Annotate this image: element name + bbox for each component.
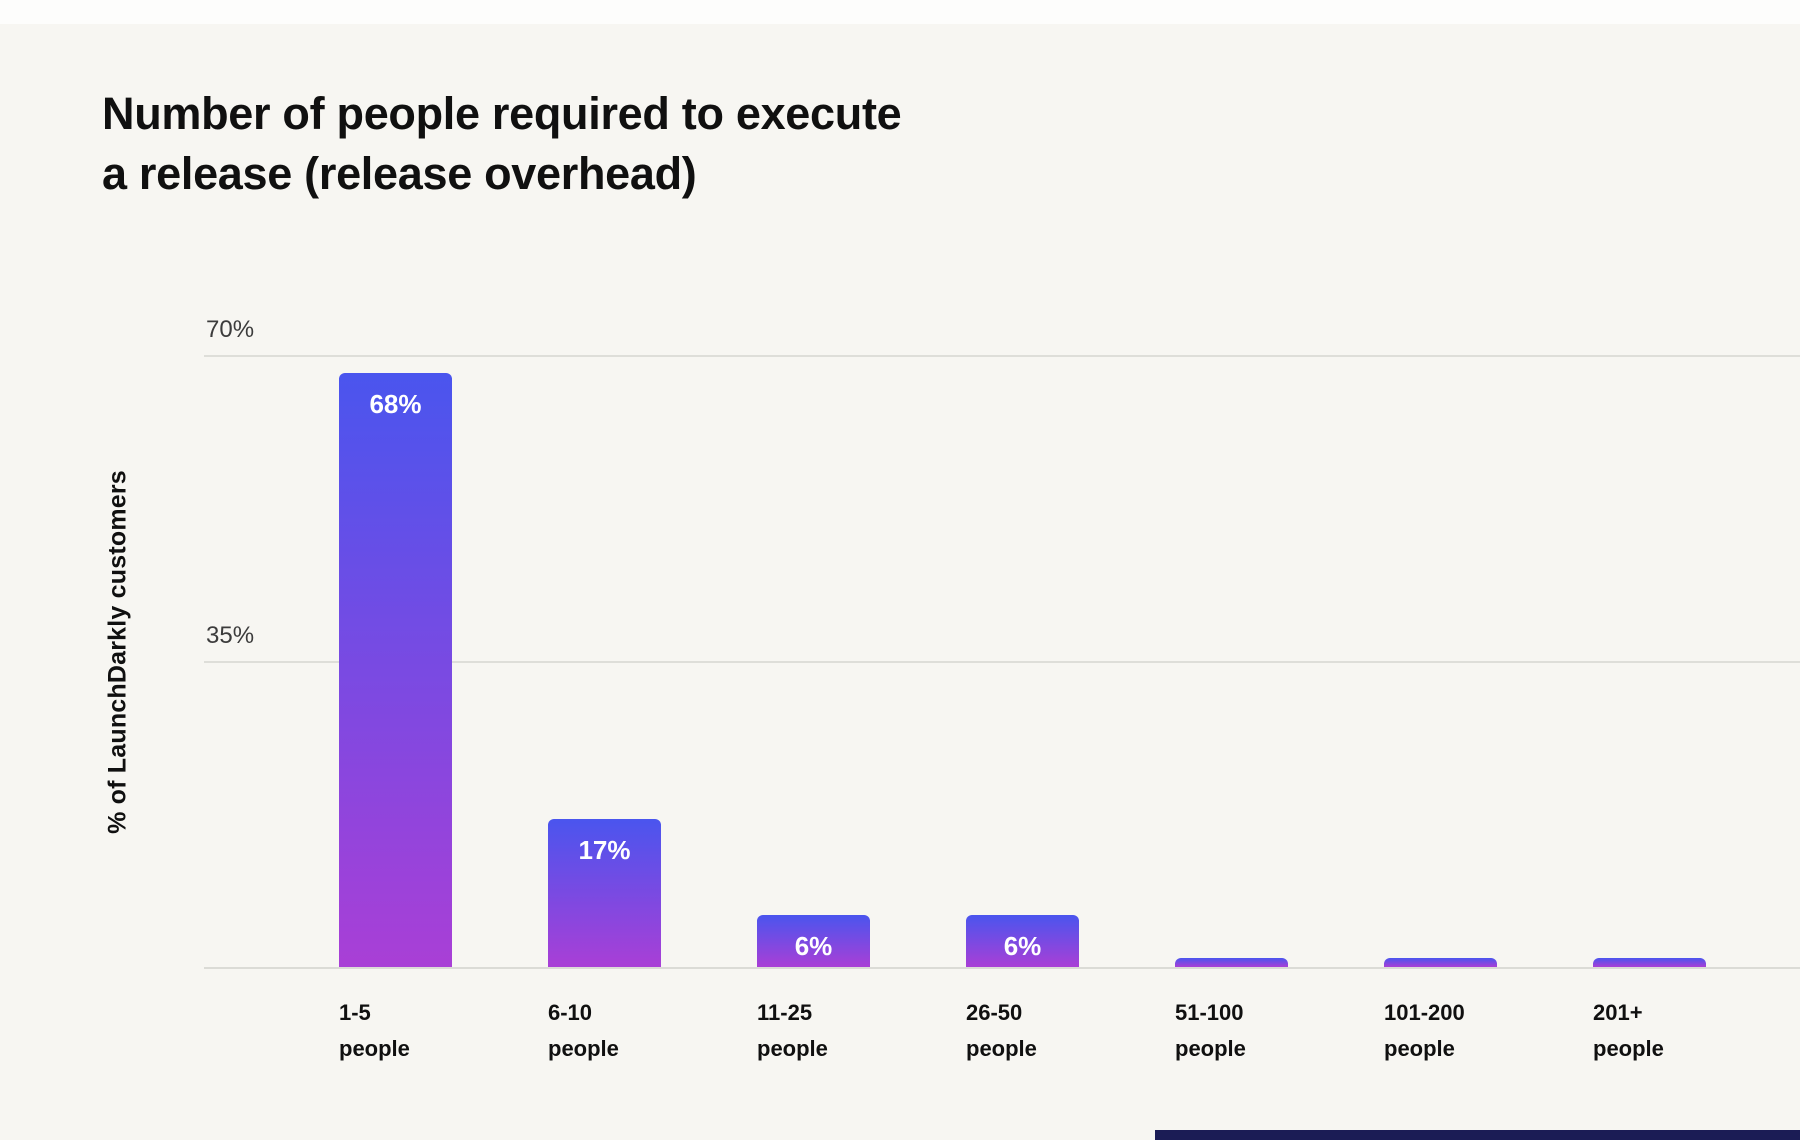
x-tick-label-line: people [757, 1036, 828, 1061]
x-tick-label: 26-50 people [966, 995, 1166, 1067]
y-axis-title: % of LaunchDarkly customers [103, 470, 132, 834]
bar-6-10-people: 17% [548, 818, 661, 967]
x-tick-label-line: people [1175, 1036, 1246, 1061]
bar-101-200-people [1384, 958, 1497, 967]
bar-1-5-people: 68% [339, 373, 452, 967]
x-tick-label-line: 6-10 [548, 1000, 593, 1025]
bar-value-label: 6% [1003, 930, 1042, 961]
x-tick-label-line: people [548, 1036, 619, 1061]
x-tick-label-line: people [966, 1036, 1037, 1061]
chart-title: Number of people required to execute a r… [102, 84, 902, 204]
gridline [204, 660, 1800, 663]
x-tick-label: 11-25 people [757, 995, 957, 1067]
x-tick-label-line: 1-5 [339, 1000, 371, 1025]
x-tick-label: 6-10 people [548, 995, 748, 1067]
gridline [204, 355, 1800, 357]
chart-title-line-1: Number of people required to execute [102, 88, 902, 139]
x-tick-label: 201+ people [1593, 995, 1793, 1067]
bar-value-label: 68% [369, 389, 422, 420]
x-tick-label-line: people [1593, 1036, 1664, 1061]
x-tick-label-line: 26-50 [966, 1000, 1023, 1025]
bar-value-label: 17% [578, 834, 631, 865]
bar-51-100-people [1175, 958, 1288, 967]
chart-title-line-2: a release (release overhead) [102, 148, 697, 199]
x-tick-label-line: 101-200 [1384, 1000, 1465, 1025]
bar-26-50-people: 6% [966, 914, 1079, 967]
top-strip [0, 0, 1800, 24]
bar-value-label: 6% [794, 930, 833, 961]
x-tick-label: 101-200 people [1384, 995, 1584, 1067]
x-tick-label-line: people [339, 1036, 410, 1061]
x-tick-label-line: people [1384, 1036, 1455, 1061]
bar-11-25-people: 6% [757, 914, 870, 967]
y-tick-label: 70% [206, 316, 255, 343]
x-tick-label-line: 51-100 [1175, 1000, 1244, 1025]
y-tick-label: 35% [206, 621, 255, 649]
x-tick-label-line: 11-25 [757, 1000, 813, 1025]
bar-201+-people [1593, 958, 1706, 967]
x-tick-label-line: 201+ [1593, 1000, 1643, 1025]
x-tick-label: 51-100 people [1175, 995, 1375, 1067]
footer-strip [1155, 1130, 1800, 1140]
plot-area: 70% 35% 68% 1-5 people 17% 6-10 people 6% 11-25 pe… [204, 316, 1800, 1061]
x-tick-label: 1-5 people [339, 995, 539, 1067]
